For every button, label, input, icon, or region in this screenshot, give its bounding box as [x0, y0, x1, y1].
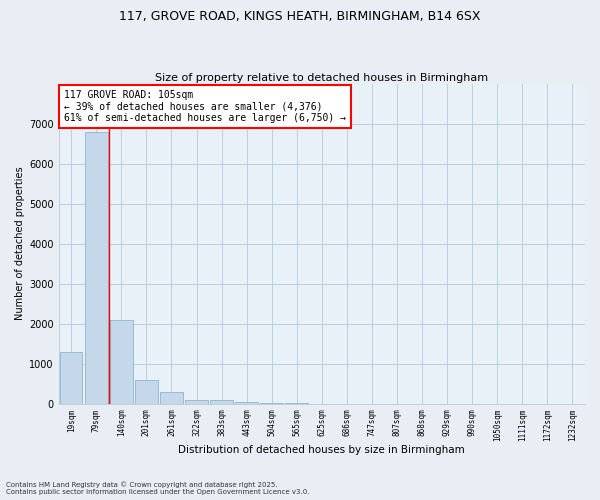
Text: 117, GROVE ROAD, KINGS HEATH, BIRMINGHAM, B14 6SX: 117, GROVE ROAD, KINGS HEATH, BIRMINGHAM… [119, 10, 481, 23]
Title: Size of property relative to detached houses in Birmingham: Size of property relative to detached ho… [155, 73, 488, 83]
Bar [110, 320, 133, 404]
Bar [60, 352, 82, 404]
Y-axis label: Number of detached properties: Number of detached properties [15, 167, 25, 320]
Bar [135, 380, 158, 404]
Bar [185, 400, 208, 404]
Text: Contains HM Land Registry data © Crown copyright and database right 2025.
Contai: Contains HM Land Registry data © Crown c… [6, 482, 310, 495]
Bar [160, 392, 183, 404]
Bar [235, 402, 258, 404]
Bar [85, 132, 107, 404]
X-axis label: Distribution of detached houses by size in Birmingham: Distribution of detached houses by size … [178, 445, 465, 455]
Bar [210, 400, 233, 404]
Text: 117 GROVE ROAD: 105sqm
← 39% of detached houses are smaller (4,376)
61% of semi-: 117 GROVE ROAD: 105sqm ← 39% of detached… [64, 90, 346, 124]
